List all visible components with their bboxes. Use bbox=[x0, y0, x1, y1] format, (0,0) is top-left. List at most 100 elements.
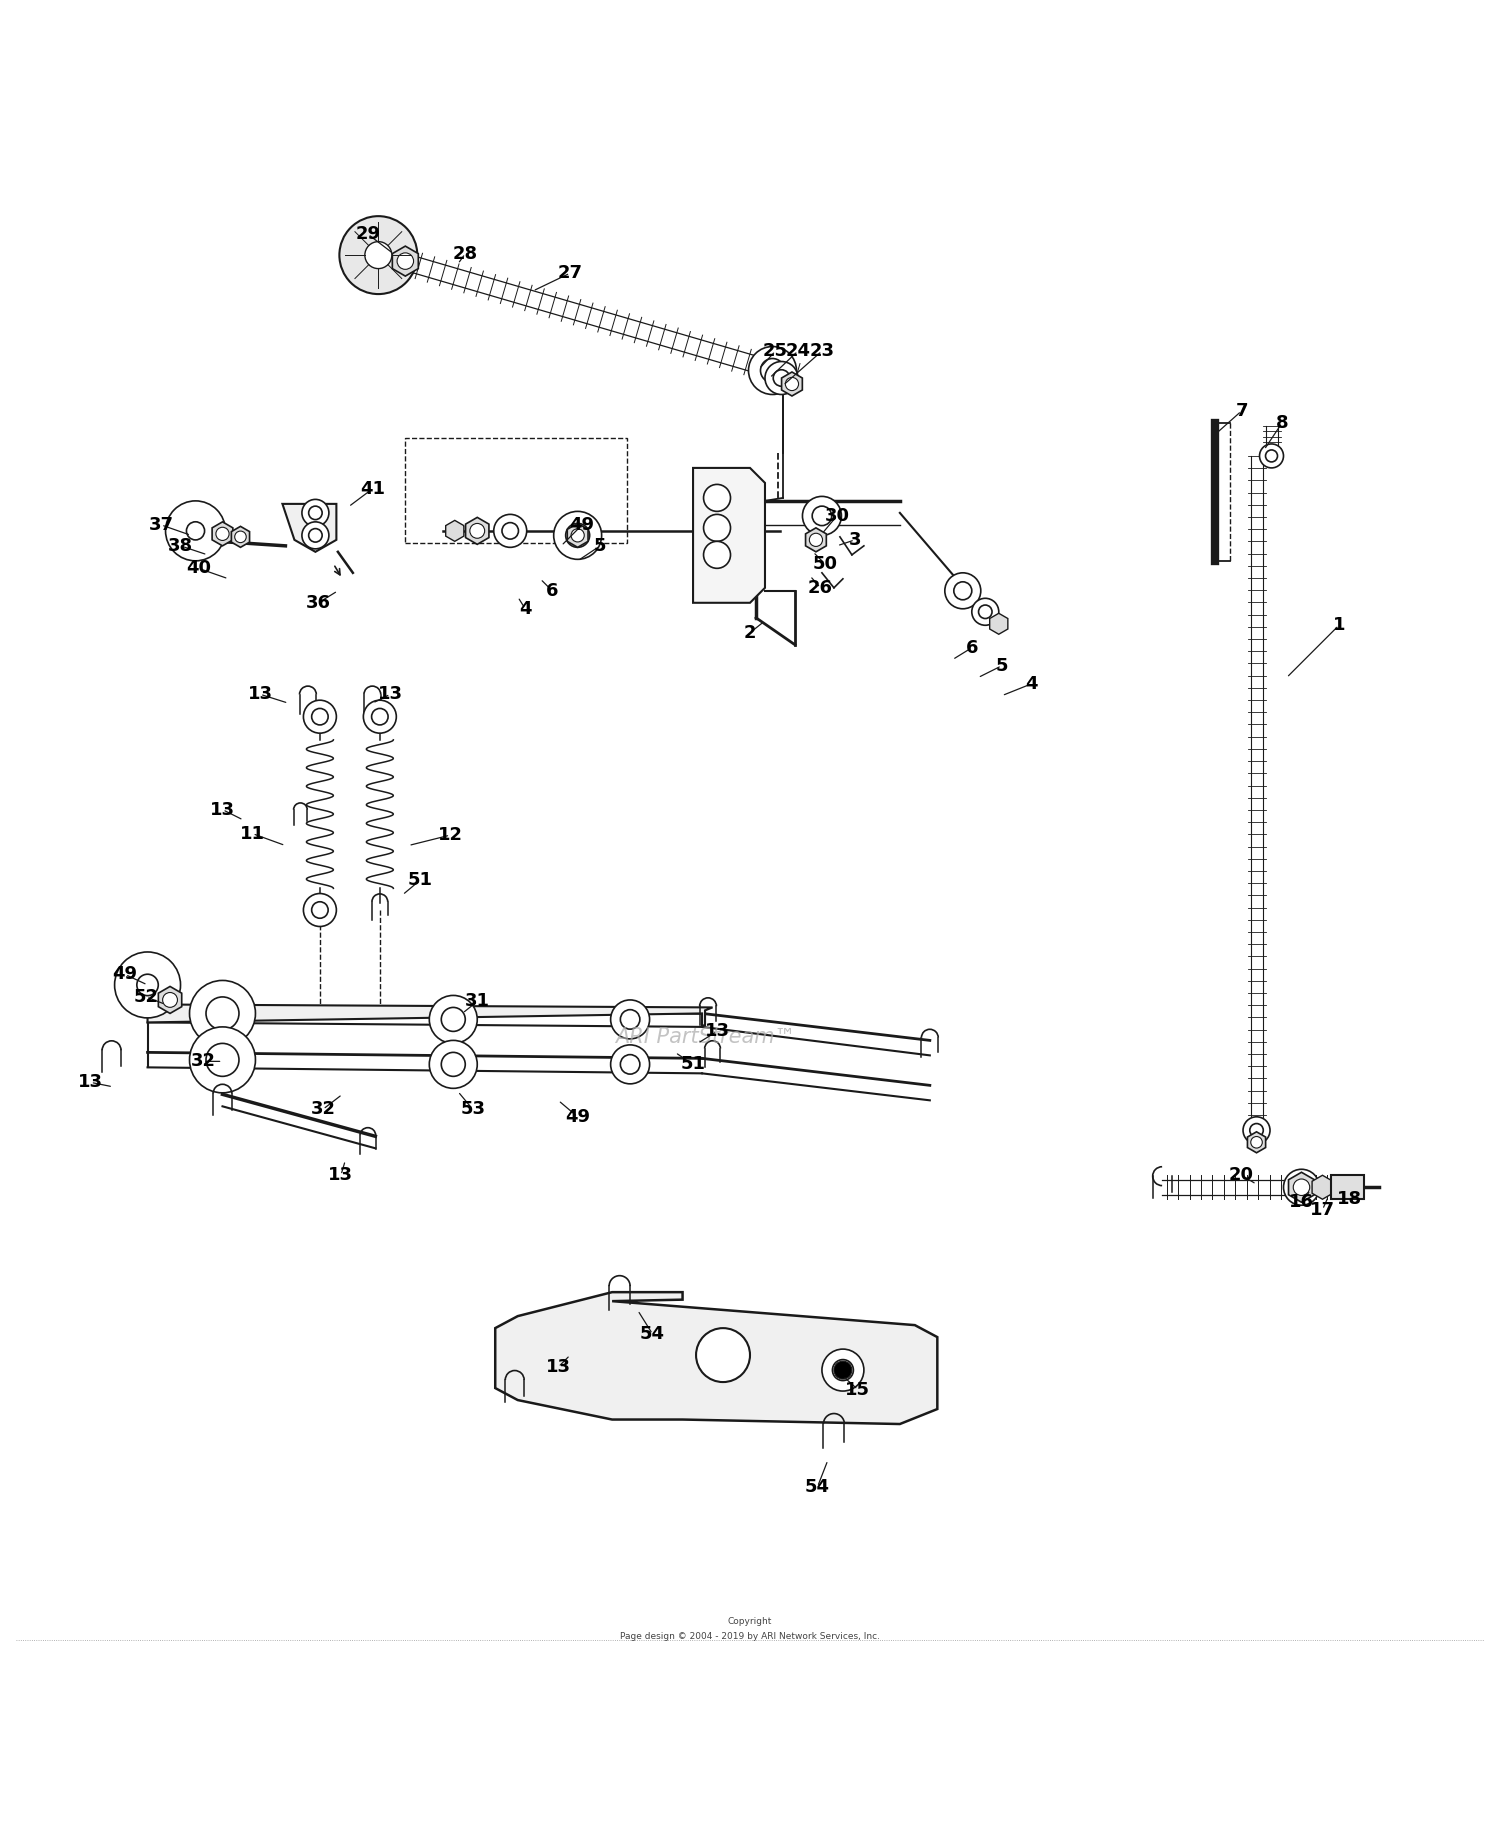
Text: Page design © 2004 - 2019 by ARI Network Services, Inc.: Page design © 2004 - 2019 by ARI Network… bbox=[620, 1633, 880, 1640]
Circle shape bbox=[162, 993, 177, 1007]
Circle shape bbox=[441, 1053, 465, 1077]
Circle shape bbox=[834, 1362, 852, 1380]
Circle shape bbox=[186, 521, 204, 539]
Polygon shape bbox=[806, 528, 826, 552]
Bar bbox=[1332, 1174, 1365, 1200]
Text: 8: 8 bbox=[1275, 415, 1288, 431]
Circle shape bbox=[610, 1000, 650, 1039]
Text: 52: 52 bbox=[134, 987, 159, 1006]
Circle shape bbox=[429, 1040, 477, 1088]
Circle shape bbox=[303, 894, 336, 927]
Polygon shape bbox=[211, 521, 232, 545]
Circle shape bbox=[610, 1044, 650, 1084]
Text: 3: 3 bbox=[849, 530, 861, 549]
Circle shape bbox=[309, 506, 322, 519]
Polygon shape bbox=[231, 527, 249, 547]
Text: 6: 6 bbox=[966, 639, 978, 657]
Polygon shape bbox=[142, 1004, 712, 1026]
Text: 5: 5 bbox=[594, 538, 606, 554]
Text: 32: 32 bbox=[190, 1051, 216, 1070]
Polygon shape bbox=[393, 246, 418, 275]
Text: ARI PartStream™: ARI PartStream™ bbox=[615, 1028, 795, 1048]
Text: 49: 49 bbox=[566, 1108, 590, 1127]
Circle shape bbox=[802, 497, 842, 536]
Circle shape bbox=[978, 606, 992, 618]
Bar bbox=[405, 439, 627, 543]
Circle shape bbox=[494, 514, 526, 547]
Circle shape bbox=[372, 708, 388, 725]
Circle shape bbox=[470, 523, 484, 538]
Circle shape bbox=[833, 1360, 854, 1380]
Circle shape bbox=[1284, 1169, 1320, 1206]
Polygon shape bbox=[1312, 1174, 1334, 1200]
Circle shape bbox=[1250, 1123, 1263, 1138]
Circle shape bbox=[704, 541, 730, 569]
Text: 23: 23 bbox=[810, 341, 834, 360]
Circle shape bbox=[704, 484, 730, 512]
Circle shape bbox=[1266, 450, 1278, 462]
Circle shape bbox=[206, 1044, 238, 1077]
Circle shape bbox=[945, 573, 981, 609]
Circle shape bbox=[822, 1349, 864, 1391]
Text: 29: 29 bbox=[356, 226, 381, 242]
Text: 13: 13 bbox=[78, 1073, 104, 1092]
Circle shape bbox=[772, 371, 789, 385]
Text: 53: 53 bbox=[460, 1101, 486, 1118]
Text: 12: 12 bbox=[438, 826, 464, 844]
Circle shape bbox=[566, 523, 590, 547]
Text: 4: 4 bbox=[519, 600, 531, 618]
Text: 50: 50 bbox=[813, 554, 837, 573]
Polygon shape bbox=[446, 521, 464, 541]
Circle shape bbox=[216, 527, 229, 541]
Circle shape bbox=[704, 514, 730, 541]
Circle shape bbox=[572, 528, 585, 541]
Polygon shape bbox=[1288, 1173, 1314, 1202]
Circle shape bbox=[364, 242, 392, 268]
Text: 13: 13 bbox=[546, 1358, 570, 1376]
Text: 7: 7 bbox=[1236, 402, 1248, 420]
Circle shape bbox=[1293, 1180, 1310, 1195]
Polygon shape bbox=[1248, 1132, 1266, 1152]
Text: 32: 32 bbox=[310, 1101, 336, 1118]
Text: 17: 17 bbox=[1310, 1200, 1335, 1218]
Text: 49: 49 bbox=[570, 516, 594, 534]
Circle shape bbox=[786, 378, 798, 391]
Text: 16: 16 bbox=[1288, 1193, 1314, 1211]
Text: 5: 5 bbox=[996, 657, 1008, 675]
Circle shape bbox=[312, 901, 328, 918]
Text: 36: 36 bbox=[306, 595, 332, 611]
Circle shape bbox=[429, 995, 477, 1044]
Text: 26: 26 bbox=[808, 578, 832, 596]
Circle shape bbox=[302, 521, 328, 549]
Text: 31: 31 bbox=[465, 993, 490, 1011]
Text: 25: 25 bbox=[764, 341, 788, 360]
Circle shape bbox=[812, 506, 831, 525]
Circle shape bbox=[309, 528, 322, 541]
Circle shape bbox=[339, 217, 417, 294]
Circle shape bbox=[621, 1055, 640, 1073]
Text: 41: 41 bbox=[360, 481, 386, 497]
Text: 13: 13 bbox=[705, 1022, 729, 1040]
Text: 24: 24 bbox=[786, 341, 810, 360]
Circle shape bbox=[206, 996, 238, 1029]
Text: 20: 20 bbox=[1228, 1167, 1254, 1184]
Text: 11: 11 bbox=[240, 824, 266, 842]
Circle shape bbox=[189, 980, 255, 1046]
Polygon shape bbox=[159, 987, 182, 1013]
Text: Copyright: Copyright bbox=[728, 1617, 772, 1626]
Text: 13: 13 bbox=[248, 684, 273, 703]
Circle shape bbox=[954, 582, 972, 600]
Text: 4: 4 bbox=[1026, 675, 1038, 694]
Circle shape bbox=[398, 253, 414, 270]
Circle shape bbox=[810, 534, 822, 547]
Polygon shape bbox=[990, 613, 1008, 635]
Text: 2: 2 bbox=[744, 624, 756, 642]
Circle shape bbox=[696, 1329, 750, 1382]
Circle shape bbox=[303, 701, 336, 734]
Text: 27: 27 bbox=[558, 264, 582, 283]
Circle shape bbox=[312, 708, 328, 725]
Circle shape bbox=[1251, 1136, 1263, 1149]
Circle shape bbox=[234, 530, 246, 543]
Circle shape bbox=[503, 523, 519, 539]
Circle shape bbox=[1260, 444, 1284, 468]
